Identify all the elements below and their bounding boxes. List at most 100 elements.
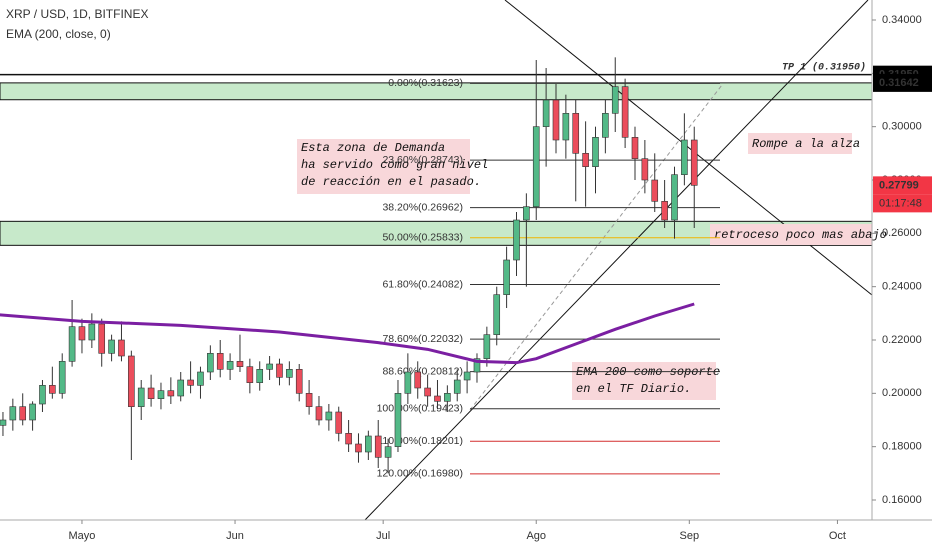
candle-body [108, 339, 115, 354]
candle-body [572, 113, 580, 154]
candle-body [49, 385, 56, 394]
y-tick-label: 0.16000 [882, 494, 922, 506]
candle-body [513, 219, 520, 261]
candle-body [374, 435, 382, 458]
price-mark-label: 0.27799 [879, 179, 919, 191]
candle-body [197, 371, 204, 386]
candle-body [216, 353, 224, 370]
fib-label: 61.80%(0.24082) [382, 278, 463, 290]
y-tick-label: 0.20000 [882, 387, 922, 399]
candle-body [315, 406, 323, 421]
candle-body [434, 395, 441, 402]
note-box [297, 139, 470, 194]
y-tick-label: 0.18000 [882, 441, 922, 453]
resistance-line [504, 0, 873, 296]
candle-body [19, 406, 27, 421]
candle-body [0, 419, 7, 426]
price-mark-box [873, 73, 932, 92]
candle-body [690, 139, 698, 186]
candle-body [137, 387, 145, 407]
x-tick-label: Oct [829, 530, 846, 542]
candle-body [345, 433, 352, 445]
candle-body [39, 385, 46, 405]
note-text: Rompe a la alza [752, 137, 860, 151]
candle-body [226, 361, 234, 370]
candle-body [236, 361, 244, 367]
candle-body [98, 323, 106, 354]
candle-body [473, 358, 481, 373]
candle-body [177, 379, 185, 397]
candle-body [582, 153, 589, 167]
candle-body [305, 393, 313, 407]
candle-body [602, 113, 609, 138]
y-tick-label: 0.34000 [882, 14, 922, 26]
price-mark-box [873, 176, 932, 195]
candle-body [365, 435, 372, 453]
y-tick-label: 0.22000 [882, 334, 922, 346]
candle-body [88, 323, 96, 341]
candle-body [444, 393, 451, 402]
candle-body [256, 369, 264, 383]
candle-body [167, 390, 175, 397]
price-mark-label: 0.31642 [879, 77, 919, 89]
candle-body [355, 443, 362, 453]
note-text: retroceso poco mas abajo [714, 228, 887, 242]
fib-label: 120.00%(0.16980) [377, 468, 463, 480]
candle-body [187, 379, 194, 386]
candle-body [542, 99, 550, 127]
candle-body [276, 363, 283, 378]
candle-body [503, 259, 510, 295]
candle-body [651, 179, 659, 202]
candle-body [207, 353, 214, 373]
candle-body [147, 387, 155, 399]
note-text: en el TF Diario. [576, 382, 691, 396]
candle-body [9, 406, 17, 421]
candle-body [523, 206, 530, 221]
fib-label: 38.20%(0.26962) [382, 201, 463, 213]
candle-body [157, 390, 165, 399]
fib-label: 88.60%(0.20812) [382, 365, 463, 377]
candle-body [483, 334, 491, 359]
tp-label: TP 1 (0.31950) [782, 61, 866, 73]
candle-body [295, 369, 303, 394]
candle-body [29, 403, 36, 421]
candle-body [621, 86, 629, 138]
fib-label: 0.00%(0.31623) [388, 77, 463, 89]
candle-body [58, 361, 66, 394]
note-text: de reacción en el pasado. [301, 175, 481, 189]
candle-body [384, 446, 392, 458]
candle-body [641, 158, 649, 181]
y-tick-label: 0.26000 [882, 227, 922, 239]
candle-body [532, 126, 540, 207]
candle-body [552, 99, 560, 141]
fib-label: 23.60%(0.28743) [382, 154, 463, 166]
candle-body [681, 139, 688, 175]
countdown-box [873, 194, 932, 213]
indicator-label: EMA (200, close, 0) [6, 27, 111, 41]
note-text: ha servido como gran nivel [301, 158, 488, 172]
note-box [748, 133, 852, 154]
x-tick-label: Ago [526, 530, 546, 542]
candle-body [631, 137, 639, 159]
candle-body [404, 371, 412, 394]
fib-label: 100.00%(0.19423) [377, 403, 463, 415]
candle-body [592, 137, 599, 167]
x-tick-label: Sep [680, 530, 700, 542]
countdown-label: 01:17:48 [879, 197, 922, 209]
candle-body [246, 366, 254, 383]
candle-body [266, 363, 273, 370]
candle-body [453, 379, 461, 394]
candle-body [68, 326, 76, 362]
candle-body [611, 86, 619, 114]
note-box [710, 224, 872, 245]
x-tick-label: Mayo [69, 530, 96, 542]
y-tick-label: 0.24000 [882, 281, 922, 293]
candle-body [661, 201, 668, 221]
candle-body [286, 369, 293, 378]
candle-body [128, 355, 135, 407]
candle-body [414, 371, 422, 389]
chart-title: XRP / USD, 1D, BITFINEX [6, 7, 148, 21]
fib-label: 110.00%(0.18201) [377, 435, 463, 447]
candle-body [335, 411, 343, 434]
